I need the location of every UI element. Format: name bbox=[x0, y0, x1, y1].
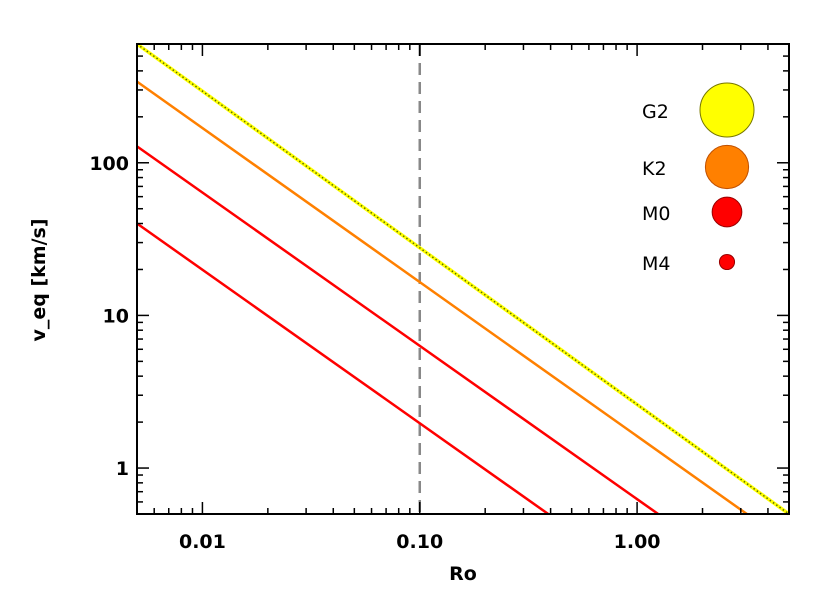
legend-marker-g2 bbox=[699, 82, 755, 138]
x-tick-label: 1.00 bbox=[614, 531, 661, 553]
legend-label-k2: K2 bbox=[642, 158, 667, 180]
series-line-m0 bbox=[136, 145, 659, 516]
legend: G2 K2 M0 M4 bbox=[642, 82, 755, 275]
legend-marker-m0 bbox=[711, 196, 743, 228]
legend-marker-m4 bbox=[718, 253, 736, 271]
y-tick-label: 10 bbox=[103, 305, 129, 327]
legend-label-m0: M0 bbox=[642, 203, 670, 225]
series-line-k2 bbox=[136, 80, 748, 516]
series-line-g2 bbox=[135, 42, 791, 516]
x-tick-label: 0.10 bbox=[396, 531, 443, 553]
y-tick-label: 1 bbox=[116, 458, 129, 480]
series-line-m4 bbox=[136, 222, 549, 516]
x-axis-title: Ro bbox=[449, 563, 477, 585]
series-group bbox=[135, 42, 791, 516]
legend-label-m4: M4 bbox=[642, 253, 670, 275]
legend-marker-k2 bbox=[704, 144, 750, 190]
y-tick-label: 100 bbox=[89, 153, 129, 175]
tick-group: 0.01 0.10 1.00 1 10 100 bbox=[89, 43, 790, 553]
y-axis-title: v_eq [km/s] bbox=[28, 218, 50, 341]
legend-label-g2: G2 bbox=[642, 101, 669, 123]
plot-frame bbox=[136, 43, 790, 515]
x-tick-label: 0.01 bbox=[179, 531, 226, 553]
